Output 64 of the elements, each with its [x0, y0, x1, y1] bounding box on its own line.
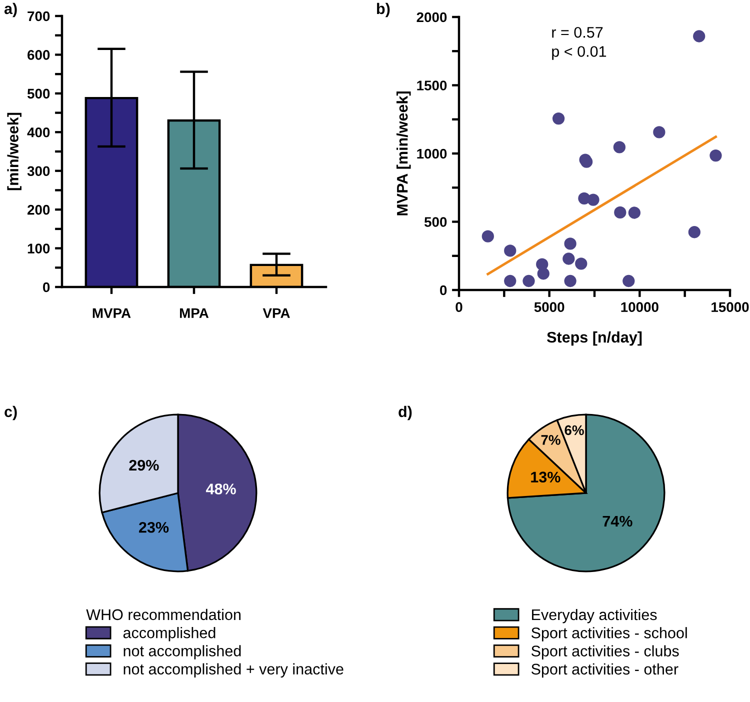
- point: [693, 30, 706, 42]
- y-tick-label: 500: [424, 217, 447, 227]
- point: [613, 141, 626, 154]
- point: [537, 268, 550, 280]
- y-axis-title: [min/week]: [7, 112, 22, 190]
- y-tick-label: 1500: [417, 80, 447, 90]
- x-tick-label: 10000: [621, 302, 658, 312]
- point: [587, 194, 600, 206]
- legend-label: Sport activities - other: [531, 663, 678, 678]
- y-tick-label: 2000: [416, 12, 447, 22]
- data-label: 6%: [564, 425, 584, 436]
- y-tick-label: 1000: [417, 148, 447, 159]
- x-tick-label: VPA: [262, 308, 290, 318]
- legend-label: not accomplished: [124, 645, 241, 660]
- point: [562, 252, 575, 265]
- point: [552, 112, 565, 125]
- legend-label: Sport activities - school: [531, 627, 687, 642]
- legend-label: not accomplished + very inactive: [124, 663, 344, 678]
- point: [564, 274, 576, 288]
- data-label: 48%: [206, 484, 236, 494]
- y-tick-label: 300: [27, 166, 50, 176]
- y-tick-label: 200: [28, 204, 50, 215]
- legend-label: accomplished: [123, 627, 216, 642]
- point: [564, 238, 576, 250]
- x-axis-title: Steps [n/day]: [546, 331, 642, 346]
- data-label: 23%: [139, 522, 169, 533]
- x-tick-label: 0: [456, 302, 462, 312]
- chart-title: d): [398, 406, 412, 420]
- point: [522, 274, 535, 288]
- pie-slice: [506, 414, 666, 572]
- point: [622, 274, 635, 288]
- y-tick-label: 600: [28, 50, 50, 60]
- y-tick-label: 0: [440, 285, 447, 296]
- point: [710, 149, 722, 162]
- y-tick-label: 0: [43, 282, 50, 292]
- x-tick-label: 5000: [534, 302, 564, 312]
- point: [614, 206, 626, 219]
- y-tick-label: 700: [28, 11, 50, 22]
- x-tick-label: MVPA: [92, 308, 131, 318]
- point: [688, 226, 700, 238]
- y-axis-title: MVPA [min/week]: [396, 92, 411, 216]
- point: [504, 244, 516, 257]
- point: [628, 206, 640, 219]
- chart-title: a): [4, 2, 17, 18]
- data-label: 7%: [541, 435, 560, 445]
- x-tick-label: 15000: [712, 302, 749, 312]
- legend-title: WHO recommendation: [86, 608, 240, 620]
- point: [504, 274, 516, 288]
- data-label: 13%: [531, 472, 560, 483]
- data-label: 29%: [129, 460, 159, 471]
- y-tick-label: 400: [27, 127, 50, 138]
- chart-title: c): [4, 406, 17, 420]
- legend-label: Sport activities - clubs: [531, 645, 679, 660]
- annotation: p < 0.01: [552, 46, 606, 60]
- data-label: 74%: [602, 516, 632, 527]
- point: [482, 230, 494, 242]
- legend-label: Everyday activities: [532, 608, 657, 624]
- y-tick-label: 500: [27, 88, 50, 99]
- y-tick-label: 100: [28, 244, 50, 254]
- annotation: r = 0.57: [552, 26, 603, 38]
- x-tick-label: MPA: [180, 308, 209, 318]
- chart-title: b): [377, 2, 390, 18]
- point: [575, 258, 588, 270]
- point: [653, 126, 666, 138]
